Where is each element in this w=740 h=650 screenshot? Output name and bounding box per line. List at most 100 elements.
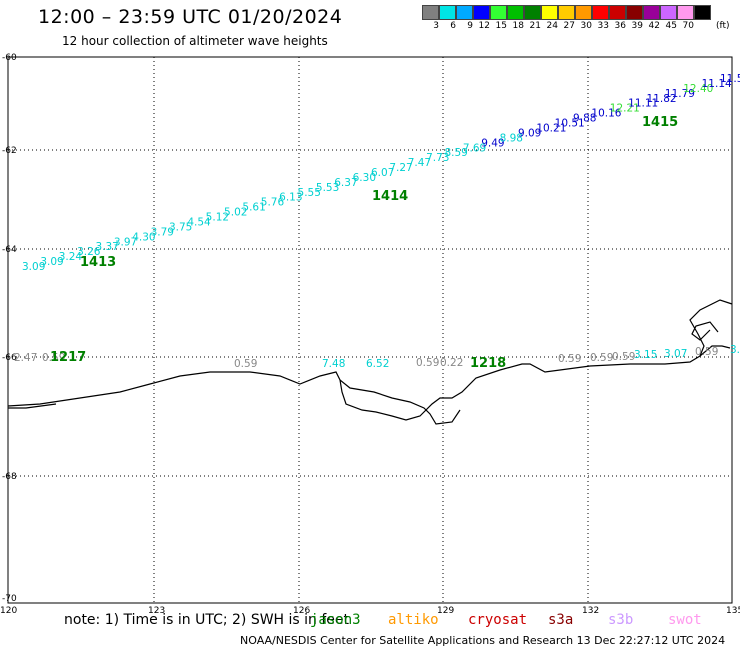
legend-label: 3: [433, 21, 439, 31]
mission-label: altiko: [388, 612, 439, 628]
wave-height-value: 3.: [730, 344, 740, 356]
wave-height-value: 7.69: [463, 142, 486, 154]
wave-height-value: 9.88: [573, 113, 596, 125]
legend-label: 24: [546, 21, 558, 31]
wave-height-value: 3.37: [95, 241, 118, 253]
wave-height-value: 6.37: [334, 177, 357, 189]
legend-label: 18: [512, 21, 524, 31]
legend-label: 45: [665, 21, 677, 31]
wave-height-value: 11.14: [702, 78, 732, 90]
legend-unit: (ft): [716, 21, 730, 31]
legend-label: 21: [529, 21, 541, 31]
wave-height-value: 0.59: [612, 351, 635, 363]
mission-label: cryosat: [468, 612, 528, 628]
wave-height-value: 6.13: [279, 192, 302, 204]
legend-label: 39: [631, 21, 643, 31]
color-legend: [422, 5, 711, 20]
wave-height-value: 7.73: [426, 152, 449, 164]
wave-height-value: 5.02: [224, 207, 247, 219]
legend-label: 6: [450, 21, 456, 31]
legend-swatch: [473, 5, 490, 20]
lon-tick-label: 123: [148, 606, 165, 616]
lon-tick-label: 120: [0, 606, 17, 616]
legend-label: 42: [648, 21, 660, 31]
cycle-labels: 1413 1414 1415 1217 1218: [50, 115, 678, 371]
pass-cycle-label: 1414: [372, 189, 408, 204]
wave-height-value: 11.82: [647, 93, 677, 105]
pass-cycle-label: 1415: [642, 115, 678, 130]
wave-height-value: 5.12: [206, 212, 229, 224]
legend-swatch: [609, 5, 626, 20]
legend-swatch: [643, 5, 660, 20]
wave-height-value: 10.16: [591, 108, 621, 120]
legend-swatch: [558, 5, 575, 20]
wave-height-value: 3.75: [169, 221, 192, 233]
wave-height-value: 10.21: [536, 122, 566, 134]
wave-height-value: 2.47: [14, 352, 37, 364]
wave-height-value: 5.76: [261, 197, 285, 209]
lon-tick-label: 129: [437, 606, 454, 616]
mission-label: jason3: [310, 612, 361, 628]
legend-swatch: [694, 5, 711, 20]
antarctic-coastline: [7, 299, 733, 425]
wave-height-value: 9.49: [481, 137, 504, 149]
wave-height-value: 8.59: [444, 147, 467, 159]
legend-swatch: [439, 5, 456, 20]
wave-height-value: 0.59: [558, 353, 581, 365]
longitude-labels: 120 123 126 129 132 135: [0, 606, 740, 616]
map-frame: [7, 56, 733, 604]
wave-height-value: 3.15: [634, 349, 657, 361]
wave-height-value: 4.30: [132, 231, 155, 243]
gridlines: [8, 57, 732, 603]
legend-swatch: [524, 5, 541, 20]
wave-height-value: 11.11: [628, 98, 658, 110]
wave-height-value: 0.59: [695, 346, 718, 358]
lat-tick-label: -62: [2, 146, 17, 156]
wave-height-value: 5.53: [316, 182, 339, 194]
wave-height-value: 3.07: [664, 348, 687, 360]
wave-height-value: 0.22: [440, 357, 463, 369]
wave-height-value: 3.79: [151, 226, 174, 238]
legend-swatch: [422, 5, 439, 20]
pass-cycle-label: 1413: [80, 255, 116, 270]
wave-height-value: 6.30: [353, 172, 376, 184]
footer-note: note: 1) Time is in UTC; 2) SWH is in fe…: [64, 612, 350, 628]
wave-height-value: 7.27: [389, 162, 412, 174]
wave-height-value: 8.98: [500, 132, 523, 144]
wave-height-value: 12.21: [610, 103, 640, 115]
legend-label: 12: [478, 21, 490, 31]
map-title: 12:00 – 23:59 UTC 01/20/2024: [38, 6, 343, 28]
wave-height-value: 5.61: [242, 202, 265, 214]
legend-swatch: [592, 5, 609, 20]
pass-cycle-label: 1218: [470, 356, 506, 371]
mission-label: swot: [668, 612, 702, 628]
wave-height-value: 3.26: [77, 246, 101, 258]
wave-height-value: 0.59: [42, 352, 65, 364]
legend-labels: 3 6 9 12 15 18 21 24 27 30 33 36 39 42 45 70: [422, 21, 694, 31]
wave-height-value: 6.52: [366, 358, 389, 370]
mission-label: s3b: [608, 612, 634, 628]
legend-swatch: [456, 5, 473, 20]
lat-tick-label: -70: [2, 594, 17, 604]
lat-tick-label: -60: [2, 53, 17, 63]
legend-label: 36: [614, 21, 626, 31]
legend-swatch: [490, 5, 507, 20]
wave-height-value: 3.97: [114, 236, 137, 248]
wave-height-value: 11.5: [720, 73, 740, 85]
wave-height-value: 12.40: [683, 83, 713, 95]
legend-swatch: [626, 5, 643, 20]
mission-label: s3a: [548, 612, 574, 628]
wave-height-value: 0.59: [416, 357, 439, 369]
credit-line: NOAA/NESDIS Center for Satellite Applica…: [240, 634, 726, 647]
lon-tick-label: 132: [582, 606, 599, 616]
lat-tick-label: -66: [2, 353, 17, 363]
wave-height-value: 3.09: [22, 261, 45, 273]
latitude-labels: -60 -62 -64 -66 -68 -70: [2, 53, 17, 604]
wave-height-value: 6.07: [371, 167, 394, 179]
wave-height-value: 11.79: [665, 88, 695, 100]
wave-height-value: 7.47: [408, 157, 431, 169]
observation-points: 3.093.093.243.263.373.974.303.793.754.54…: [14, 73, 740, 370]
legend-swatch: [575, 5, 592, 20]
legend-label: 15: [495, 21, 507, 31]
